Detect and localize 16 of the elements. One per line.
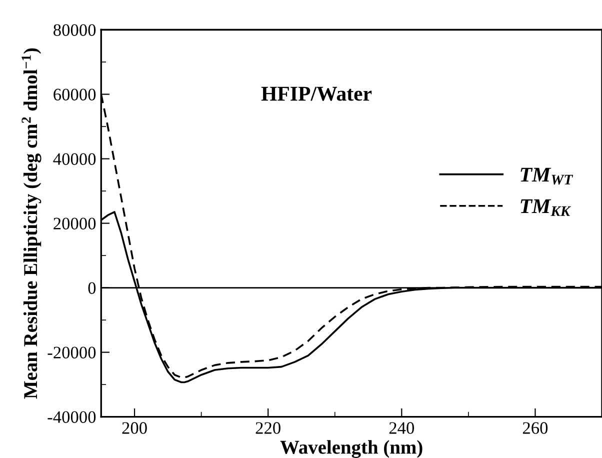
- legend-label: TM$_{KK}$: [520, 199, 571, 216]
- x-tick-label: 200: [122, 422, 147, 434]
- y-tick-label: -20000: [48, 346, 96, 358]
- y-tick-label: -40000: [48, 411, 96, 423]
- y-tick-label: 60000: [54, 88, 96, 100]
- x-tick-label: 240: [389, 422, 414, 434]
- y-tick-label: 80000: [54, 24, 96, 36]
- x-tick-label: 260: [522, 422, 548, 434]
- x-axis-title: Wavelength (nm): [280, 440, 422, 458]
- y-axis-title: Mean Residue Ellipticity (deg cm$^{2}$ dmol$^{−1}$): [22, 48, 42, 399]
- y-tick-label: 0: [88, 282, 96, 294]
- legend-label: TM$_{WT}$: [520, 168, 574, 185]
- x-tick-label: 220: [256, 422, 280, 434]
- annotation: HFIP/Water: [261, 86, 372, 101]
- y-tick-label: 20000: [54, 218, 96, 230]
- y-tick-label: 40000: [53, 153, 96, 165]
